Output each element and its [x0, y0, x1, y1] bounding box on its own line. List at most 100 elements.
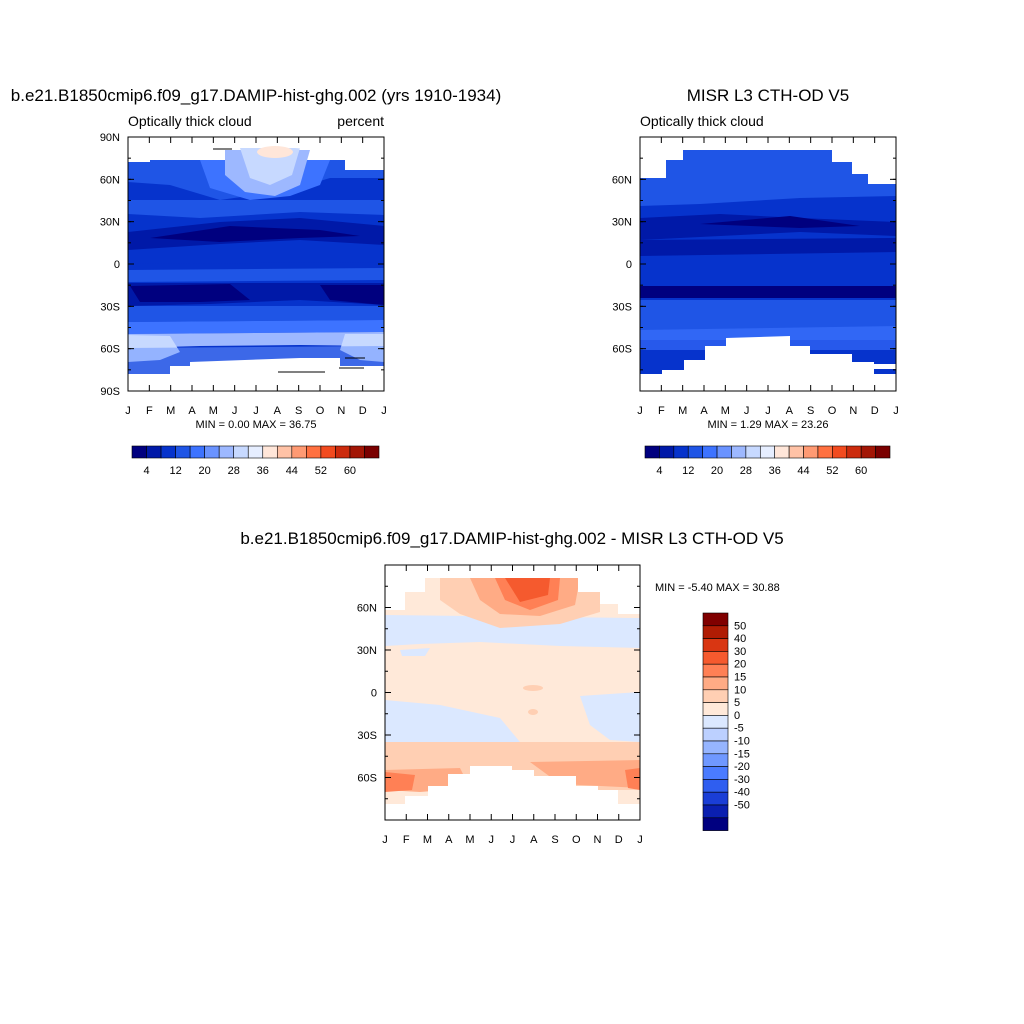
colorbar-swatch	[731, 445, 747, 459]
x-tick-label: N	[337, 405, 345, 417]
colorbar-label: 44	[797, 465, 809, 477]
x-tick-label: S	[551, 834, 558, 846]
x-tick-label: J	[381, 405, 387, 417]
field-band	[505, 578, 550, 602]
y-tick-label: 0	[114, 259, 120, 271]
panel1-title: b.e21.B1850cmip6.f09_g17.DAMIP-hist-ghg.…	[11, 86, 501, 105]
missing-data	[640, 336, 896, 391]
y-tick-label: 30S	[612, 301, 632, 313]
colorbar-label: 20	[734, 659, 746, 671]
field-band	[385, 742, 640, 762]
colorbar-label: -40	[734, 787, 750, 799]
colorbar-swatch	[702, 804, 729, 819]
panel-obs: MISR L3 CTH-OD V5 Optically thick cloud …	[612, 86, 899, 477]
x-tick-label: J	[510, 834, 516, 846]
colorbar-swatch	[160, 445, 176, 459]
colorbar-swatch	[702, 727, 729, 742]
x-tick-label: F	[658, 405, 665, 417]
panel1-field	[128, 137, 384, 391]
colorbar-swatch	[659, 445, 675, 459]
colorbar-label: 12	[169, 465, 181, 477]
x-tick-label: M	[423, 834, 432, 846]
x-tick-label: J	[765, 405, 771, 417]
y-tick-label: 0	[626, 259, 632, 271]
y-tick-label: 90N	[100, 132, 120, 144]
field-band	[640, 214, 896, 240]
x-tick-label: A	[786, 405, 794, 417]
x-tick-label: J	[637, 834, 643, 846]
x-tick-label: J	[489, 834, 495, 846]
x-tick-label: J	[382, 834, 388, 846]
field-band	[128, 268, 384, 282]
colorbar-swatch	[702, 753, 729, 767]
panel1-min-max: MIN = 0.00 MAX = 36.75	[195, 419, 316, 431]
colorbar-label: 0	[734, 710, 740, 722]
x-tick-label: D	[359, 405, 367, 417]
colorbar-label: 40	[734, 633, 746, 645]
field-band	[130, 284, 250, 302]
panel2-min-max: MIN = 1.29 MAX = 23.26	[707, 419, 828, 431]
y-tick-label: 0	[371, 688, 377, 700]
colorbar-swatch	[702, 791, 729, 806]
field-band	[240, 148, 300, 185]
missing-data	[128, 358, 384, 391]
panel1-subtitle-left: Optically thick cloud	[128, 113, 252, 129]
field-band	[385, 615, 640, 648]
colorbar-swatch	[846, 445, 862, 459]
colorbar-label: 10	[734, 684, 746, 696]
colorbar-swatch	[175, 445, 191, 459]
field-band	[618, 798, 640, 804]
x-tick-label: S	[295, 405, 302, 417]
field-band	[128, 254, 384, 264]
y-tick-label: 60S	[100, 344, 120, 356]
colorbar-swatch	[817, 445, 833, 459]
field-band	[640, 286, 896, 298]
colorbar-label: 12	[682, 465, 694, 477]
colorbar-swatch	[702, 740, 729, 755]
panel1-subtitle-right: percent	[337, 113, 384, 129]
colorbar-swatch	[702, 676, 729, 691]
x-tick-label: D	[871, 405, 879, 417]
y-tick-label: 60N	[357, 603, 377, 615]
y-tick-label: 30S	[357, 730, 377, 742]
colorbar-swatch	[189, 445, 205, 459]
colorbar-label: 20	[711, 465, 723, 477]
colorbar-label: 20	[199, 465, 211, 477]
colorbar-swatch	[803, 445, 819, 459]
colorbar-swatch	[702, 663, 729, 678]
field-band	[528, 709, 538, 715]
colorbar-swatch	[702, 702, 729, 716]
panel3-title: b.e21.B1850cmip6.f09_g17.DAMIP-hist-ghg.…	[240, 529, 783, 548]
colorbar-label: 52	[826, 465, 838, 477]
x-tick-label: O	[828, 405, 837, 417]
colorbar-swatch	[262, 445, 278, 459]
x-tick-label: J	[637, 405, 643, 417]
y-tick-label: 30N	[612, 217, 632, 229]
colorbar-label: 15	[734, 672, 746, 684]
panel2-field	[640, 137, 896, 391]
colorbar-swatch	[702, 651, 729, 665]
colorbar-swatch	[702, 715, 729, 729]
panel-diff: b.e21.B1850cmip6.f09_g17.DAMIP-hist-ghg.…	[240, 529, 783, 846]
field-band	[640, 300, 896, 318]
colorbar-swatch	[644, 445, 660, 459]
panel3-field	[385, 565, 640, 820]
field-band	[150, 226, 360, 242]
x-tick-label: F	[403, 834, 410, 846]
field-band	[625, 768, 640, 790]
colorbar-label: 36	[769, 465, 781, 477]
colorbar-swatch	[673, 445, 689, 459]
x-tick-label: J	[125, 405, 131, 417]
panel-model: b.e21.B1850cmip6.f09_g17.DAMIP-hist-ghg.…	[11, 86, 501, 477]
colorbar-label: -20	[734, 761, 750, 773]
x-tick-label: N	[849, 405, 857, 417]
colorbar-swatch	[702, 638, 729, 652]
colorbar-label: -50	[734, 800, 750, 812]
field-band	[580, 692, 640, 742]
x-tick-label: A	[445, 834, 453, 846]
colorbar-swatch	[687, 445, 703, 459]
colorbar-label: 4	[656, 465, 662, 477]
colorbar-label: 36	[257, 465, 269, 477]
